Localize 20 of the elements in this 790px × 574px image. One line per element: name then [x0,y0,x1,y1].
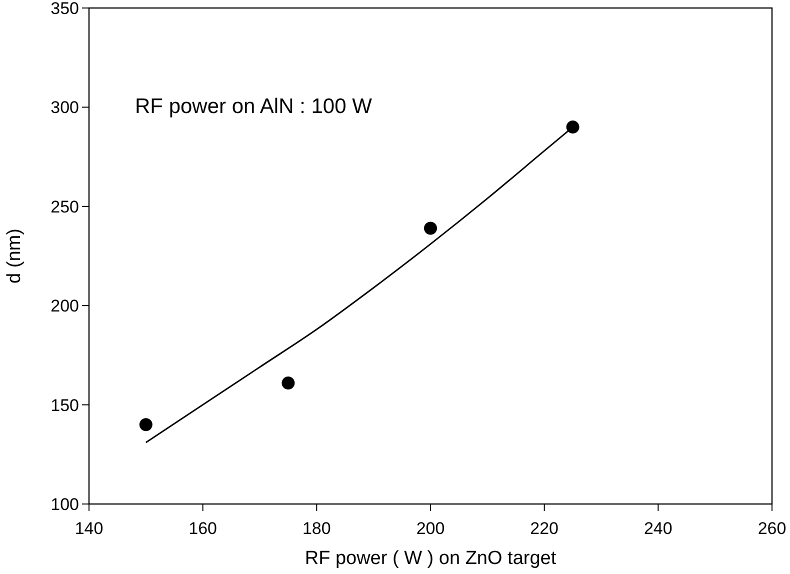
y-tick-label: 300 [50,98,79,118]
point [282,376,295,390]
y-tick-label: 250 [50,197,79,216]
x-tick-label: 200 [416,519,445,538]
point [566,120,580,134]
annotation: RF power on AlN : 100 W [135,95,372,118]
y-axis-title: d (nm) [4,228,25,284]
x-tick-label: 240 [644,519,672,538]
x-tick-label: 160 [188,519,218,538]
y-tick-label: 350 [50,0,79,18]
point [139,418,152,432]
y-tick-label: 200 [50,296,79,316]
point [424,222,437,235]
x-tick-label: 260 [758,519,786,538]
y-tick-label: 100 [50,494,79,514]
x-tick-label: 180 [302,519,331,538]
x-tick-label: 220 [530,519,559,538]
x-axis-title: RF power ( W ) on ZnO target [304,548,557,569]
y-tick-label: 150 [50,396,79,415]
x-tick-label: 140 [74,519,104,538]
